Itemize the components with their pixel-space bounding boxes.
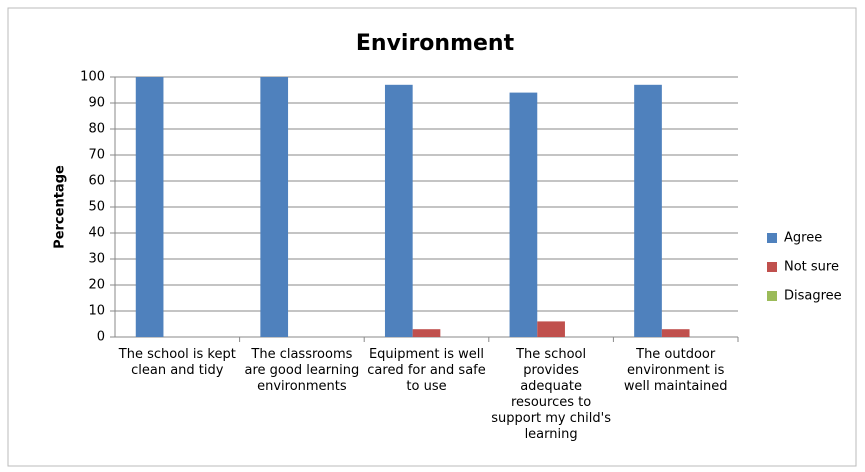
y-tick-label: 80 — [88, 122, 105, 137]
bar — [661, 329, 690, 337]
legend-swatch — [767, 291, 777, 301]
bar — [260, 77, 289, 337]
bar — [509, 92, 538, 337]
y-tick-label: 40 — [88, 226, 105, 241]
bar — [412, 329, 441, 337]
x-tick-label: The school is kept clean and tidy — [118, 347, 236, 378]
y-tick-label: 100 — [80, 70, 105, 85]
y-tick-label: 30 — [88, 252, 105, 267]
x-tick-label: The outdoor environment is well maintain… — [623, 347, 728, 394]
bar — [634, 84, 662, 337]
x-tick-label: Equipment is well cared for and safe to … — [367, 347, 486, 394]
y-tick-label: 90 — [88, 96, 105, 111]
y-tick-label: 60 — [88, 174, 105, 189]
chart-title: Environment — [356, 31, 515, 56]
bar — [135, 77, 164, 337]
y-axis-label: Percentage — [53, 165, 68, 249]
y-tick-label: 0 — [97, 330, 105, 345]
legend-swatch — [767, 233, 777, 243]
y-tick-label: 10 — [88, 304, 105, 319]
legend-label: Agree — [784, 231, 822, 246]
y-tick-label: 50 — [88, 200, 105, 215]
legend-swatch — [767, 262, 777, 272]
legend-label: Not sure — [784, 260, 839, 275]
y-tick-label: 70 — [88, 148, 105, 163]
bar — [384, 84, 413, 337]
y-tick-label: 20 — [88, 278, 105, 293]
legend-label: Disagree — [784, 289, 842, 304]
x-tick-label: The classrooms are good learning environ… — [244, 347, 360, 394]
x-tick-label: The school provides adequate resources t… — [491, 347, 611, 442]
bar — [537, 321, 565, 337]
